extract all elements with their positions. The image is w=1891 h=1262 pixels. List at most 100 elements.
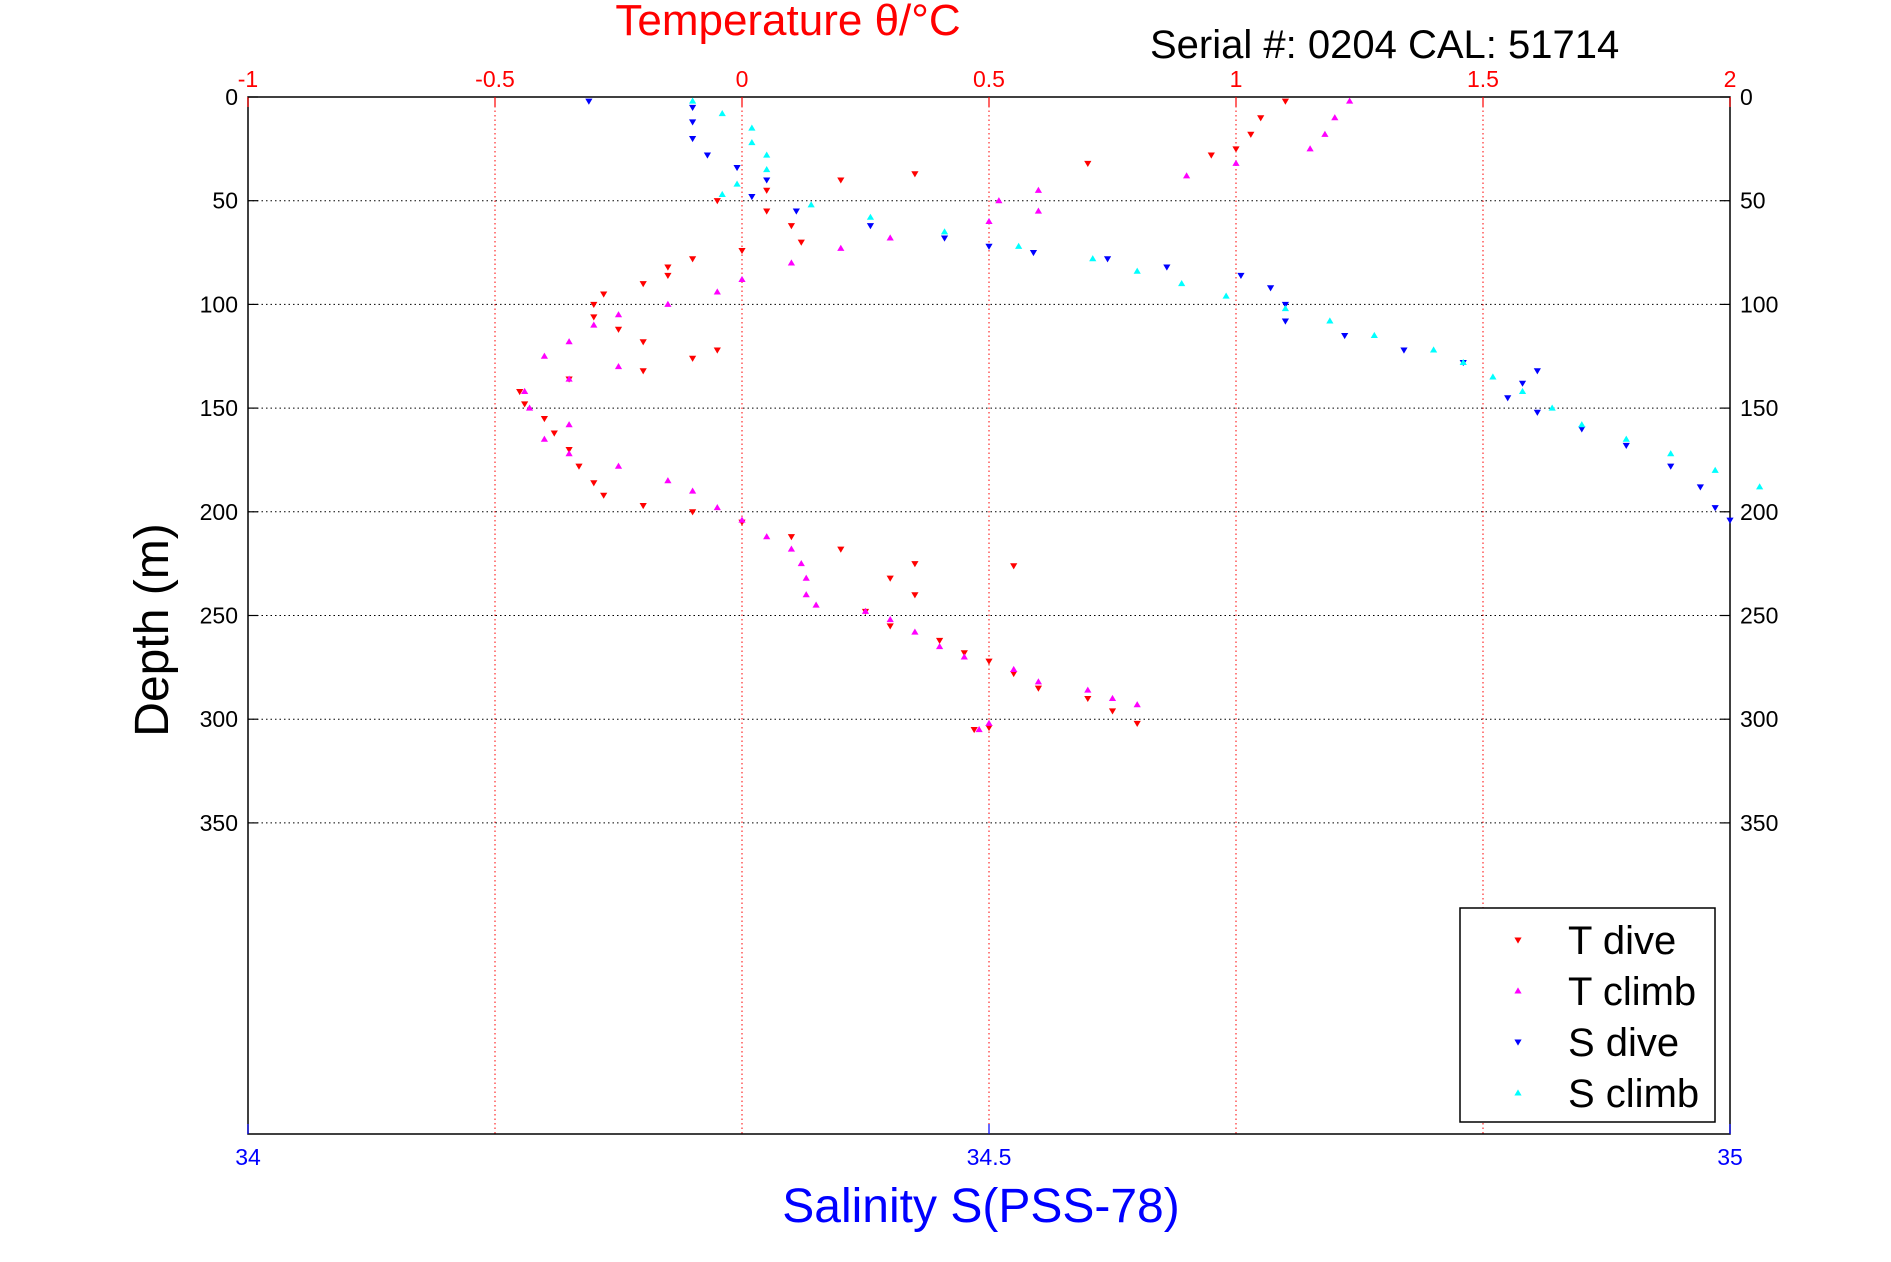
point-t-climb bbox=[1232, 159, 1240, 166]
point-s-dive bbox=[1163, 264, 1171, 271]
point-t-dive bbox=[600, 291, 608, 298]
point-t-dive bbox=[787, 223, 795, 230]
point-t-dive bbox=[1133, 720, 1141, 727]
point-t-dive bbox=[1281, 98, 1289, 105]
point-t-climb bbox=[861, 607, 870, 614]
point-t-climb bbox=[614, 311, 623, 318]
point-t-climb bbox=[936, 643, 944, 650]
serial-header: Serial #: 0204 CAL: 51714 bbox=[1150, 23, 1619, 67]
point-s-climb bbox=[1281, 304, 1289, 312]
point-s-dive bbox=[763, 177, 771, 184]
data-points bbox=[516, 97, 1764, 734]
point-t-dive bbox=[763, 208, 771, 215]
temperature-tick-label: 1.5 bbox=[1467, 66, 1499, 92]
depth-tick-label: 200 bbox=[200, 499, 238, 525]
point-s-climb bbox=[718, 109, 726, 117]
point-t-dive bbox=[689, 509, 697, 516]
legend: T dive T climb S dive S climb bbox=[1459, 907, 1716, 1123]
point-t-climb bbox=[1183, 172, 1191, 179]
point-t-climb bbox=[664, 477, 672, 484]
point-s-dive bbox=[1504, 395, 1512, 402]
point-t-dive bbox=[600, 492, 608, 499]
point-s-dive bbox=[1341, 332, 1349, 340]
point-t-dive bbox=[797, 239, 805, 246]
point-s-dive bbox=[1726, 517, 1734, 524]
depth-tick-label: 100 bbox=[1740, 291, 1778, 317]
point-s-dive bbox=[940, 235, 949, 242]
point-s-dive bbox=[748, 194, 756, 201]
point-t-dive bbox=[689, 355, 697, 362]
point-s-climb bbox=[940, 228, 949, 235]
point-t-climb bbox=[1133, 701, 1141, 708]
point-s-dive bbox=[792, 208, 800, 215]
point-t-dive bbox=[1034, 685, 1042, 692]
point-s-climb bbox=[1430, 346, 1438, 353]
temperature-tick-label: -1 bbox=[238, 66, 258, 92]
point-t-dive bbox=[575, 463, 583, 470]
point-t-climb bbox=[1034, 678, 1042, 685]
depth-tick-label: 350 bbox=[1740, 810, 1778, 836]
temperature-tick-label: 0 bbox=[736, 66, 749, 92]
point-t-dive bbox=[738, 247, 746, 255]
point-s-climb bbox=[1578, 421, 1586, 428]
point-t-dive bbox=[639, 503, 647, 510]
point-t-climb bbox=[787, 545, 795, 552]
series-s-dive bbox=[585, 98, 1734, 524]
point-t-dive bbox=[1247, 131, 1255, 138]
point-t-dive bbox=[689, 256, 697, 263]
point-t-dive bbox=[565, 447, 573, 454]
point-t-dive bbox=[521, 401, 529, 408]
point-t-climb bbox=[802, 591, 810, 598]
point-s-dive bbox=[1266, 285, 1275, 292]
legend-marker bbox=[1514, 987, 1522, 994]
point-t-dive bbox=[1084, 160, 1092, 167]
point-t-climb bbox=[886, 234, 894, 241]
point-s-climb bbox=[1133, 267, 1141, 274]
point-t-dive bbox=[590, 301, 598, 308]
point-t-climb bbox=[565, 338, 573, 345]
point-s-climb bbox=[1015, 242, 1023, 249]
depth-tick-label: 50 bbox=[1740, 188, 1766, 214]
legend-label: T climb bbox=[1568, 970, 1696, 1014]
depth-tick-label: 150 bbox=[1740, 395, 1778, 421]
series-s-climb bbox=[689, 97, 1764, 490]
point-s-dive bbox=[585, 98, 593, 105]
point-s-climb bbox=[1756, 483, 1764, 490]
point-s-climb bbox=[1326, 317, 1334, 324]
point-s-climb bbox=[1548, 404, 1556, 411]
point-s-climb bbox=[1089, 255, 1097, 262]
point-s-climb bbox=[1518, 387, 1527, 395]
point-t-dive bbox=[713, 198, 721, 205]
point-t-dive bbox=[1010, 563, 1018, 570]
point-s-climb bbox=[689, 97, 697, 104]
depth-axis-title: Depth (m) bbox=[126, 523, 179, 736]
point-t-climb bbox=[797, 560, 805, 567]
point-s-dive bbox=[1281, 318, 1289, 325]
point-t-dive bbox=[936, 637, 944, 644]
point-t-climb bbox=[565, 450, 573, 457]
depth-tick-label: 200 bbox=[1740, 499, 1778, 525]
legend-marker bbox=[1514, 937, 1522, 944]
point-s-dive bbox=[1578, 426, 1586, 433]
point-t-dive bbox=[837, 177, 845, 184]
point-t-climb bbox=[1306, 145, 1314, 152]
point-s-climb bbox=[866, 213, 875, 220]
point-t-climb bbox=[689, 487, 697, 494]
depth-tick-label: 250 bbox=[1740, 603, 1778, 629]
point-t-dive bbox=[540, 415, 548, 423]
point-s-dive bbox=[689, 119, 697, 126]
point-t-dive bbox=[1010, 671, 1018, 678]
point-s-dive bbox=[1667, 463, 1675, 470]
point-s-dive bbox=[1696, 484, 1704, 491]
point-s-dive bbox=[866, 223, 875, 230]
depth-tick-label: 300 bbox=[200, 706, 238, 732]
point-t-climb bbox=[565, 375, 573, 382]
point-t-climb bbox=[911, 628, 919, 635]
point-t-dive bbox=[911, 592, 919, 599]
point-s-climb bbox=[763, 165, 771, 173]
point-t-dive bbox=[911, 561, 919, 568]
legend-label: T dive bbox=[1568, 919, 1676, 963]
point-t-climb bbox=[985, 217, 993, 224]
depth-ticks-right: 0 50 100 150 200 250 300 350 bbox=[1720, 84, 1778, 836]
point-s-dive bbox=[1622, 442, 1630, 450]
